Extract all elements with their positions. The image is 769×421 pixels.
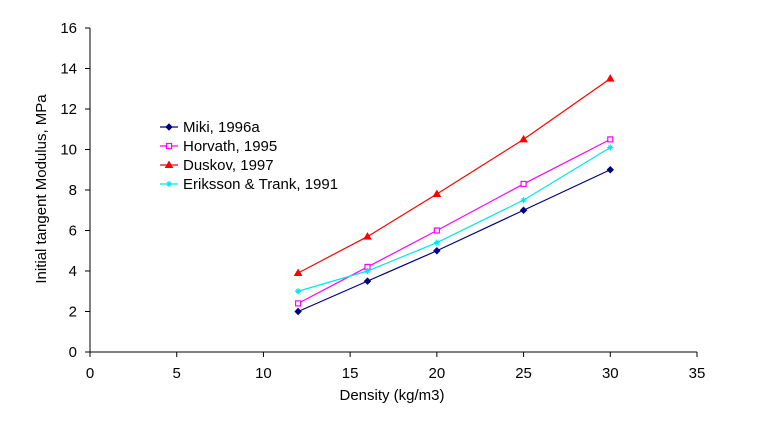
y-tick-label: 12 xyxy=(60,101,77,118)
data-point xyxy=(165,142,173,150)
y-tick-label: 4 xyxy=(69,263,77,280)
legend-label: Horvath, 1995 xyxy=(183,138,277,155)
y-tick-label: 14 xyxy=(60,61,77,78)
data-point xyxy=(166,181,172,187)
data-point xyxy=(433,239,440,246)
legend: Miki, 1996a Horvath, 1995 Duskov, 1997 Erik… xyxy=(160,119,338,193)
data-point xyxy=(364,268,371,274)
data-point xyxy=(165,123,173,131)
x-tick-label: 5 xyxy=(173,365,181,382)
data-point-stroke xyxy=(166,181,172,187)
axes: 0 2 4 6 8 10 12 14 16 0 5 10 15 20 25 30 35 xyxy=(60,20,705,382)
data-point-stroke xyxy=(521,197,526,203)
series-0 xyxy=(294,166,614,316)
legend-label: Duskov, 1997 xyxy=(183,157,274,174)
data-point xyxy=(520,197,527,204)
x-tick-label: 25 xyxy=(515,365,532,382)
data-point xyxy=(519,206,528,214)
data-point xyxy=(363,277,372,285)
data-point-stroke xyxy=(365,268,370,274)
legend-item: Miki, 1996a xyxy=(160,119,260,136)
data-point xyxy=(520,180,527,188)
y-tick-label: 16 xyxy=(60,20,77,37)
x-tick-label: 30 xyxy=(602,365,619,382)
data-point xyxy=(606,166,614,174)
series-line xyxy=(297,169,611,313)
series-line xyxy=(297,146,611,292)
x-tick-label: 10 xyxy=(255,365,272,382)
series-layer xyxy=(293,74,615,316)
series-2 xyxy=(293,74,615,277)
y-tick-label: 6 xyxy=(69,223,77,240)
data-point xyxy=(433,227,440,234)
data-point xyxy=(605,74,615,82)
data-point xyxy=(607,144,614,151)
series-3 xyxy=(295,144,614,295)
y-tick-label: 8 xyxy=(69,182,77,199)
data-point xyxy=(607,136,614,143)
y-tick-label: 0 xyxy=(69,344,77,361)
legend-item: Eriksson & Trank, 1991 xyxy=(160,176,338,193)
data-point xyxy=(295,288,302,295)
legend-item: Horvath, 1995 xyxy=(160,138,277,155)
x-tick-label: 20 xyxy=(429,365,446,382)
legend-label: Eriksson & Trank, 1991 xyxy=(183,176,338,193)
data-point-stroke xyxy=(607,145,613,150)
x-axis-label: Density (kg/m3) xyxy=(339,387,444,404)
data-point xyxy=(433,247,441,255)
data-point xyxy=(363,232,372,240)
data-point-stroke xyxy=(295,288,301,294)
data-point xyxy=(164,160,174,168)
y-tick-label: 10 xyxy=(60,142,77,159)
data-point-stroke xyxy=(434,240,440,246)
legend-label: Miki, 1996a xyxy=(183,119,260,136)
x-tick-label: 15 xyxy=(342,365,359,382)
legend-item: Duskov, 1997 xyxy=(160,157,274,174)
data-point xyxy=(294,307,302,316)
data-point xyxy=(432,189,442,198)
x-tick-label: 0 xyxy=(86,365,94,382)
x-tick-label: 35 xyxy=(689,365,706,382)
data-point xyxy=(295,300,302,307)
series-line xyxy=(297,138,611,304)
y-axis-label: Initial tangent Modulus, MPa xyxy=(33,94,50,284)
series-1 xyxy=(295,136,614,307)
data-point xyxy=(519,134,528,143)
data-point xyxy=(293,268,303,277)
y-tick-label: 2 xyxy=(69,304,77,321)
